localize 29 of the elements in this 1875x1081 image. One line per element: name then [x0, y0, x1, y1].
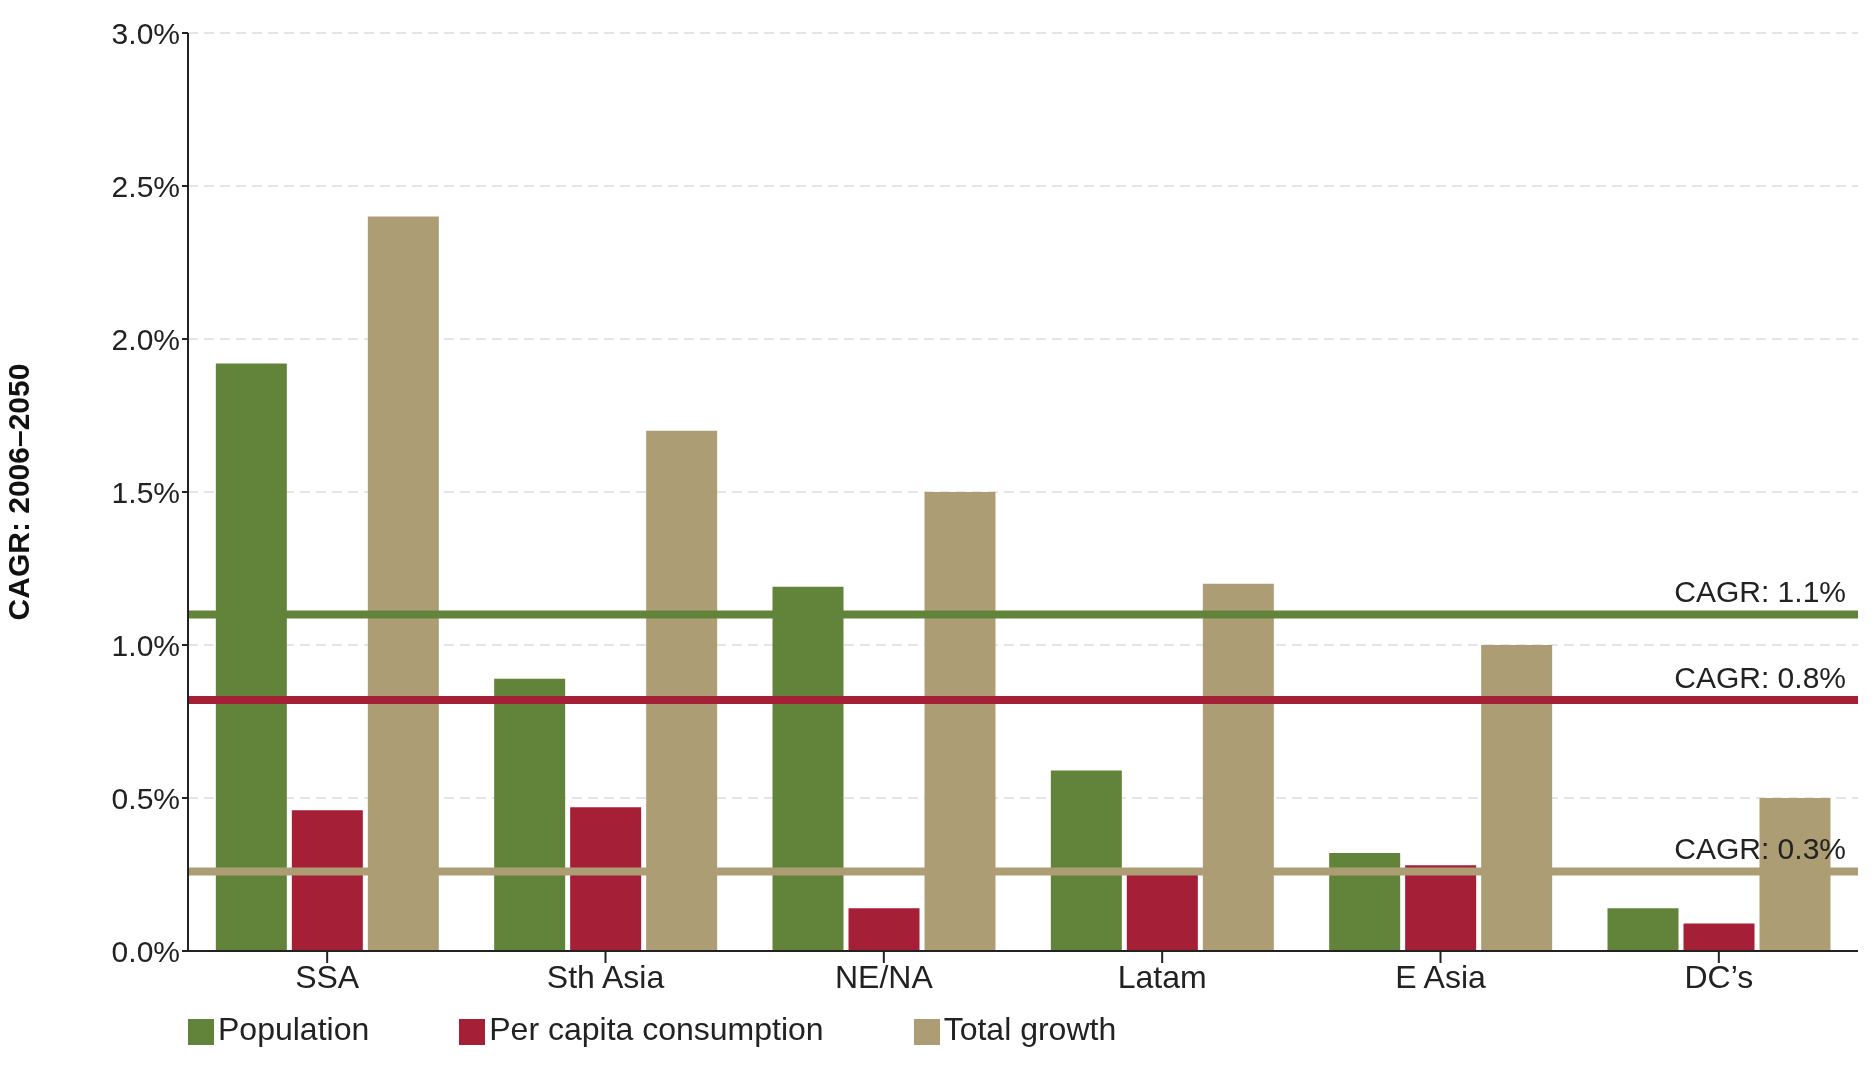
y-tick-label: 0.0%	[111, 934, 180, 968]
y-tick-label: 3.0%	[111, 16, 180, 50]
bar	[1683, 923, 1755, 951]
legend-label: Total growth	[943, 1011, 1117, 1047]
y-axis-title: CAGR: 2006–2050	[1, 363, 35, 621]
bar	[1329, 853, 1401, 951]
x-tick-label: Sth Asia	[546, 958, 665, 995]
legend-label: Per capita consumption	[489, 1011, 824, 1047]
bar	[848, 908, 920, 951]
bar	[1607, 908, 1679, 951]
y-tick-label: 0.5%	[111, 781, 180, 815]
x-tick-label: DC’s	[1684, 958, 1754, 995]
bar	[494, 678, 566, 951]
bar	[1050, 770, 1122, 951]
ref-line-label: CAGR: 1.1%	[1674, 575, 1846, 609]
legend-label: Population	[218, 1011, 370, 1047]
y-tick-label: 2.5%	[111, 169, 180, 203]
bar	[1126, 874, 1198, 951]
ref-line-label: CAGR: 0.8%	[1674, 661, 1846, 695]
y-tick-label: 1.5%	[111, 475, 180, 509]
x-tick-label: SSA	[295, 958, 360, 995]
x-tick-label: Latam	[1117, 958, 1207, 995]
bar	[570, 807, 642, 951]
bar	[291, 810, 363, 951]
y-tick-label: 2.0%	[111, 322, 180, 356]
x-tick-label: E Asia	[1395, 958, 1487, 995]
x-tick-label: NE/NA	[834, 958, 934, 995]
bar	[1405, 865, 1477, 951]
y-tick-label: 1.0%	[111, 628, 180, 662]
